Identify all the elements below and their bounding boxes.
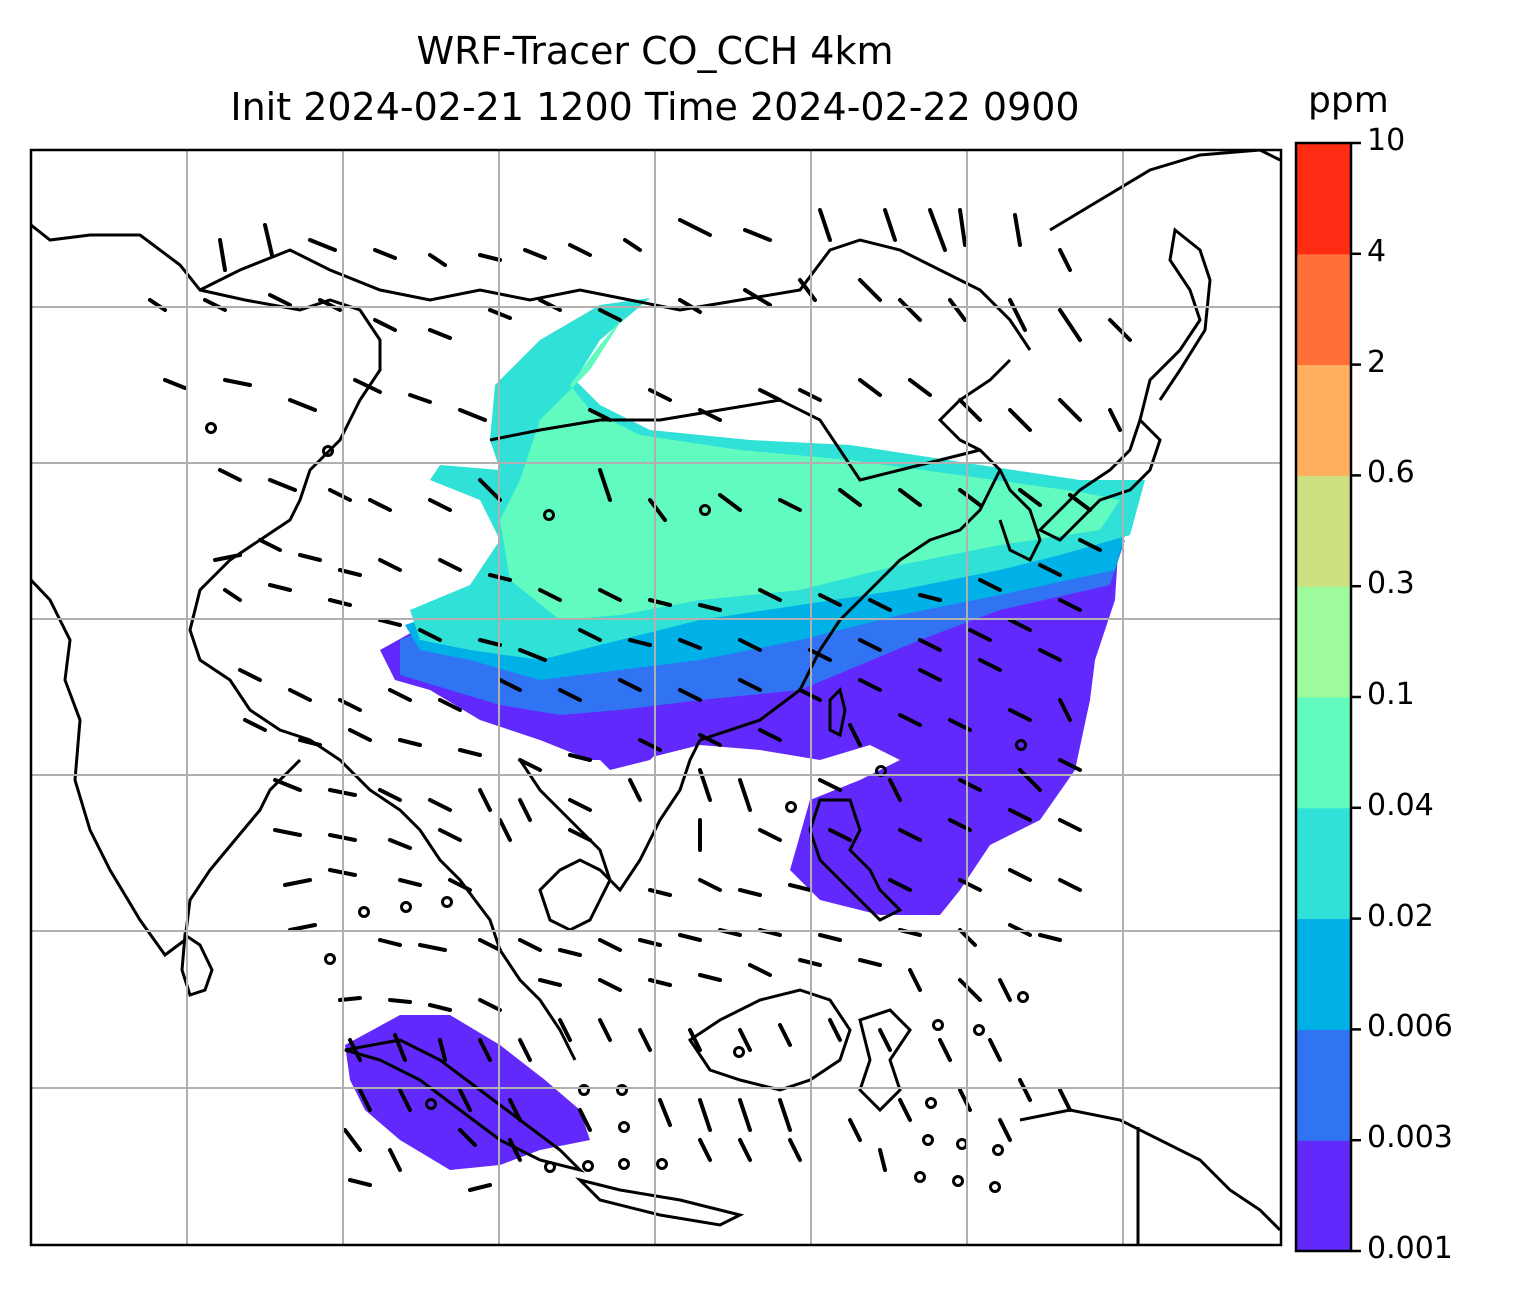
coastline-northern-border bbox=[199, 238, 1032, 351]
wind-barb bbox=[218, 468, 1092, 522]
coastline-taiwan bbox=[828, 687, 847, 738]
calm-marker bbox=[324, 953, 336, 965]
wind-barbs bbox=[148, 208, 1132, 1192]
colorbar-tick-label: 0.006 bbox=[1367, 1009, 1453, 1045]
coastline-sri-lanka bbox=[180, 932, 214, 997]
calm-wind-markers bbox=[205, 422, 1029, 1193]
wind-barb bbox=[243, 698, 1072, 772]
calm-marker bbox=[656, 1158, 668, 1170]
wind-barb bbox=[358, 1078, 1072, 1142]
wind-barb bbox=[348, 1018, 1002, 1062]
wind-barb bbox=[223, 583, 1082, 662]
calm-marker bbox=[914, 1171, 926, 1183]
calm-marker bbox=[952, 1175, 964, 1187]
calm-marker bbox=[425, 1098, 437, 1110]
calm-marker bbox=[441, 896, 453, 908]
colorbar-segment bbox=[1296, 143, 1351, 255]
tracer-patch-south-asia bbox=[590, 710, 680, 770]
coastline-mainland-east bbox=[473, 899, 577, 1061]
colorbar-segment bbox=[1296, 697, 1351, 809]
colorbar-segment bbox=[1296, 253, 1351, 366]
wind-barb bbox=[348, 1178, 492, 1192]
calm-marker bbox=[544, 1161, 556, 1173]
colorbar-segment bbox=[1296, 475, 1351, 587]
coastline-russia-far-east bbox=[1049, 150, 1281, 421]
wind-barb bbox=[163, 378, 1122, 432]
calm-marker bbox=[733, 1046, 745, 1058]
colorbar-tick-label: 0.04 bbox=[1367, 787, 1434, 823]
colorbar-tick-label: 0.1 bbox=[1367, 677, 1415, 712]
tracer-region-south-lowest bbox=[345, 1015, 590, 1170]
coastline-borneo bbox=[687, 988, 852, 1092]
colorbar-segment bbox=[1296, 364, 1351, 476]
calm-marker bbox=[699, 504, 711, 516]
calm-marker bbox=[543, 509, 555, 521]
coastline-china-east bbox=[699, 358, 1012, 742]
map-panel bbox=[31, 150, 1281, 1245]
calm-marker bbox=[925, 1097, 937, 1109]
colorbar-unit-label: ppm bbox=[1308, 80, 1389, 121]
calm-marker bbox=[205, 422, 217, 434]
colorbar-tick-label: 0.02 bbox=[1367, 898, 1434, 934]
coastline-korea bbox=[998, 469, 1042, 563]
colorbar-tick-label: 0.003 bbox=[1367, 1120, 1453, 1156]
calm-marker bbox=[1017, 991, 1029, 1003]
colorbar-tick-label: 0.001 bbox=[1367, 1231, 1453, 1266]
calm-marker bbox=[956, 1138, 968, 1150]
map-title-line2: Init 2024-02-21 1200 Time 2024-02-22 090… bbox=[230, 85, 1080, 129]
calm-marker bbox=[989, 1181, 1001, 1193]
calm-marker bbox=[992, 1144, 1004, 1156]
colorbar-segment bbox=[1296, 1029, 1351, 1141]
coastline-indochina bbox=[518, 739, 702, 932]
wind-barb bbox=[288, 923, 1062, 957]
wind-barb bbox=[338, 958, 1012, 1012]
colorbar-tick-label: 2 bbox=[1367, 344, 1387, 380]
wind-barb bbox=[218, 208, 1072, 272]
coastline-india-west bbox=[31, 223, 477, 901]
calm-marker bbox=[1015, 739, 1027, 751]
calm-marker bbox=[973, 1024, 985, 1036]
coastline-java bbox=[575, 1177, 745, 1227]
coastline-sulawesi bbox=[858, 1008, 912, 1113]
wind-barb bbox=[343, 1118, 1012, 1172]
colorbar-tick-label: 0.6 bbox=[1367, 455, 1415, 491]
calm-marker bbox=[785, 801, 797, 813]
calm-marker bbox=[616, 1084, 628, 1096]
colorbar-segment bbox=[1296, 918, 1351, 1030]
coastline-philippines bbox=[808, 798, 903, 922]
coastline-new-guinea bbox=[1019, 1108, 1281, 1245]
map-frame bbox=[29, 148, 1283, 1247]
colorbar-segment bbox=[1296, 586, 1351, 698]
map-title-line1: WRF-Tracer CO_CCH 4km bbox=[416, 29, 894, 73]
colorbar bbox=[1294, 141, 1361, 1253]
calm-marker bbox=[578, 1084, 590, 1096]
colorbar-segment bbox=[1296, 1140, 1351, 1252]
colorbar-segment bbox=[1296, 807, 1351, 920]
calm-marker bbox=[358, 906, 370, 918]
calm-marker bbox=[618, 1158, 630, 1170]
calm-marker bbox=[618, 1121, 630, 1133]
calm-marker bbox=[582, 1160, 594, 1172]
calm-marker bbox=[922, 1134, 934, 1146]
calm-marker bbox=[400, 901, 412, 913]
calm-marker bbox=[932, 1019, 944, 1031]
coastline-india-peninsula bbox=[31, 578, 302, 958]
border-china-interior bbox=[489, 398, 981, 482]
coastline-sumatra bbox=[344, 1038, 585, 1173]
gridlines bbox=[31, 150, 1281, 1245]
colorbar-tick-label: 0.3 bbox=[1367, 566, 1415, 602]
calm-marker bbox=[322, 445, 334, 457]
colorbar-tick-label: 10 bbox=[1367, 123, 1406, 158]
colorbar-tick-label: 4 bbox=[1367, 233, 1387, 269]
